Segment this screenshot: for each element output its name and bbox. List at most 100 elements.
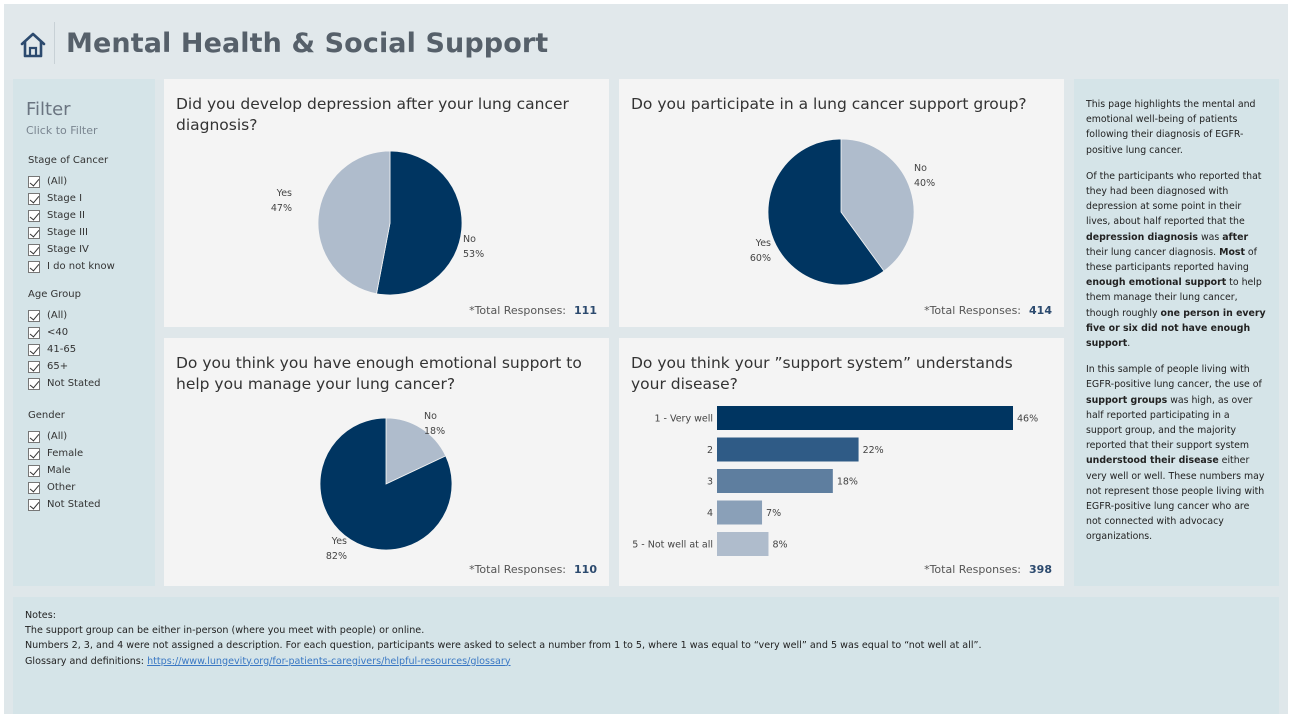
filter-subtitle: Click to Filter	[26, 124, 98, 137]
notes-line-2: Numbers 2, 3, and 4 were not assigned a …	[25, 640, 982, 652]
checkbox-checked-icon[interactable]	[28, 226, 40, 239]
side-notes-p1: This page highlights the mental and emot…	[1086, 99, 1256, 156]
pie-slice-no[interactable]	[376, 150, 463, 296]
filter-option-label: Stage III	[47, 227, 88, 238]
bar-value-label: 22%	[863, 445, 884, 456]
pie-slice-yes[interactable]	[767, 138, 885, 286]
pie-slice-yes[interactable]	[319, 417, 453, 551]
pie-value-label: 53%	[463, 249, 484, 260]
bottom-notes: Notes: The support group can be either i…	[13, 597, 1279, 714]
bar-category-label: 1 - Very well	[654, 414, 713, 425]
filter-option-label: Female	[47, 448, 84, 459]
checkbox-checked-icon[interactable]	[28, 309, 40, 322]
total-support-system: *Total Responses: 398	[924, 563, 1052, 576]
side-notes-p3: In this sample of people living with EGF…	[1086, 364, 1265, 543]
filter-option-label: 41-65	[47, 344, 77, 355]
checkbox-checked-icon[interactable]	[28, 343, 40, 356]
filter-option-label: Stage II	[47, 210, 85, 221]
question-depression: Did you develop depression after your lu…	[176, 95, 569, 134]
checkbox-checked-icon[interactable]	[28, 192, 40, 205]
pie-category-label: No	[424, 411, 437, 422]
checkbox-checked-icon[interactable]	[28, 447, 40, 460]
filter-option-label: (All)	[47, 431, 68, 442]
bar[interactable]	[717, 437, 859, 462]
filter-option-label: Not Stated	[47, 378, 101, 389]
bar[interactable]	[717, 532, 769, 556]
bar-value-label: 8%	[772, 540, 787, 551]
filter-option[interactable]: Stage I	[28, 190, 115, 207]
total-support-group: *Total Responses: 414	[924, 304, 1052, 317]
pie-slice-yes[interactable]	[317, 150, 391, 295]
side-notes: This page highlights the mental and emot…	[1074, 79, 1279, 586]
filter-option-label: 65+	[47, 361, 69, 372]
filter-option[interactable]: 41-65	[28, 341, 101, 358]
bar[interactable]	[717, 500, 763, 525]
filter-option[interactable]: Not Stated	[28, 375, 101, 392]
pie-category-label: Yes	[276, 188, 292, 199]
pie-value-label: 60%	[750, 253, 771, 264]
filter-option[interactable]: Other	[28, 479, 101, 496]
home-icon[interactable]	[18, 30, 48, 60]
filter-group-title: Stage of Cancer	[28, 155, 109, 166]
pie-value-label: 18%	[424, 426, 445, 437]
filter-option[interactable]: <40	[28, 324, 101, 341]
filter-option[interactable]: Stage III	[28, 224, 115, 241]
page-title: Mental Health & Social Support	[66, 28, 549, 59]
filter-option[interactable]: Female	[28, 445, 101, 462]
checkbox-checked-icon[interactable]	[28, 377, 40, 390]
filter-option[interactable]: (All)	[28, 428, 101, 445]
title-separator	[54, 22, 55, 64]
filter-option-label: I do not know	[47, 261, 115, 272]
filter-title: Filter	[26, 99, 71, 120]
chart-emotional-support: No 18% Yes 82%	[319, 411, 453, 562]
checkbox-checked-icon[interactable]	[28, 481, 40, 494]
checkbox-checked-icon[interactable]	[28, 209, 40, 222]
filter-option[interactable]: I do not know	[28, 258, 115, 275]
filter-option[interactable]: (All)	[28, 173, 115, 190]
filter-option[interactable]: Stage II	[28, 207, 115, 224]
filter-option-label: (All)	[47, 176, 68, 187]
checkbox-checked-icon[interactable]	[28, 326, 40, 339]
pie-slice-no[interactable]	[840, 138, 915, 272]
total-depression: *Total Responses: 111	[469, 304, 597, 317]
question-support-group: Do you participate in a lung cancer supp…	[631, 95, 1027, 113]
bar[interactable]	[717, 406, 1013, 430]
pie-value-label: 40%	[914, 178, 935, 189]
header: Mental Health & Social Support	[4, 4, 1288, 80]
pie-category-label: No	[914, 163, 927, 174]
checkbox-checked-icon[interactable]	[28, 243, 40, 256]
filter-option-label: <40	[47, 327, 69, 338]
checkbox-checked-icon[interactable]	[28, 360, 40, 373]
card-emotional-support: Do you think you have enough emotional s…	[164, 338, 609, 586]
bar[interactable]	[717, 469, 833, 493]
pie-category-label: Yes	[331, 536, 347, 547]
filter-option[interactable]: (All)	[28, 307, 101, 324]
card-depression: Did you develop depression after your lu…	[164, 79, 609, 327]
filter-option[interactable]: Male	[28, 462, 101, 479]
checkbox-checked-icon[interactable]	[28, 498, 40, 511]
filter-option-label: Other	[47, 482, 76, 493]
bar-value-label: 18%	[837, 477, 858, 488]
bar-category-label: 3	[707, 477, 713, 488]
notes-title: Notes:	[25, 610, 56, 621]
bar-category-label: 4	[707, 508, 713, 519]
pie-category-label: Yes	[755, 238, 771, 249]
checkbox-checked-icon[interactable]	[28, 464, 40, 477]
question-emotional-support: Do you think you have enough emotional s…	[176, 354, 582, 393]
filter-option[interactable]: Stage IV	[28, 241, 115, 258]
filter-option-label: (All)	[47, 310, 68, 321]
bar-category-label: 5 - Not well at all	[632, 540, 713, 551]
pie-value-label: 82%	[326, 551, 347, 562]
filter-group-age: Age Group (All) <40 41-65 65+ Not Stated	[28, 289, 101, 392]
filter-group-gender: Gender (All) Female Male Other Not Stated	[28, 410, 101, 513]
glossary-link[interactable]: https://www.lungevity.org/for-patients-c…	[147, 655, 511, 667]
bar-value-label: 46%	[1017, 414, 1038, 425]
checkbox-checked-icon[interactable]	[28, 175, 40, 188]
pie-slice-no[interactable]	[385, 417, 447, 485]
checkbox-checked-icon[interactable]	[28, 260, 40, 273]
filter-panel: Filter Click to Filter Stage of Cancer (A…	[13, 79, 155, 586]
filter-option[interactable]: 65+	[28, 358, 101, 375]
checkbox-checked-icon[interactable]	[28, 430, 40, 443]
filter-group-stage: Stage of Cancer (All) Stage I Stage II Stage…	[28, 155, 115, 275]
filter-option[interactable]: Not Stated	[28, 496, 101, 513]
